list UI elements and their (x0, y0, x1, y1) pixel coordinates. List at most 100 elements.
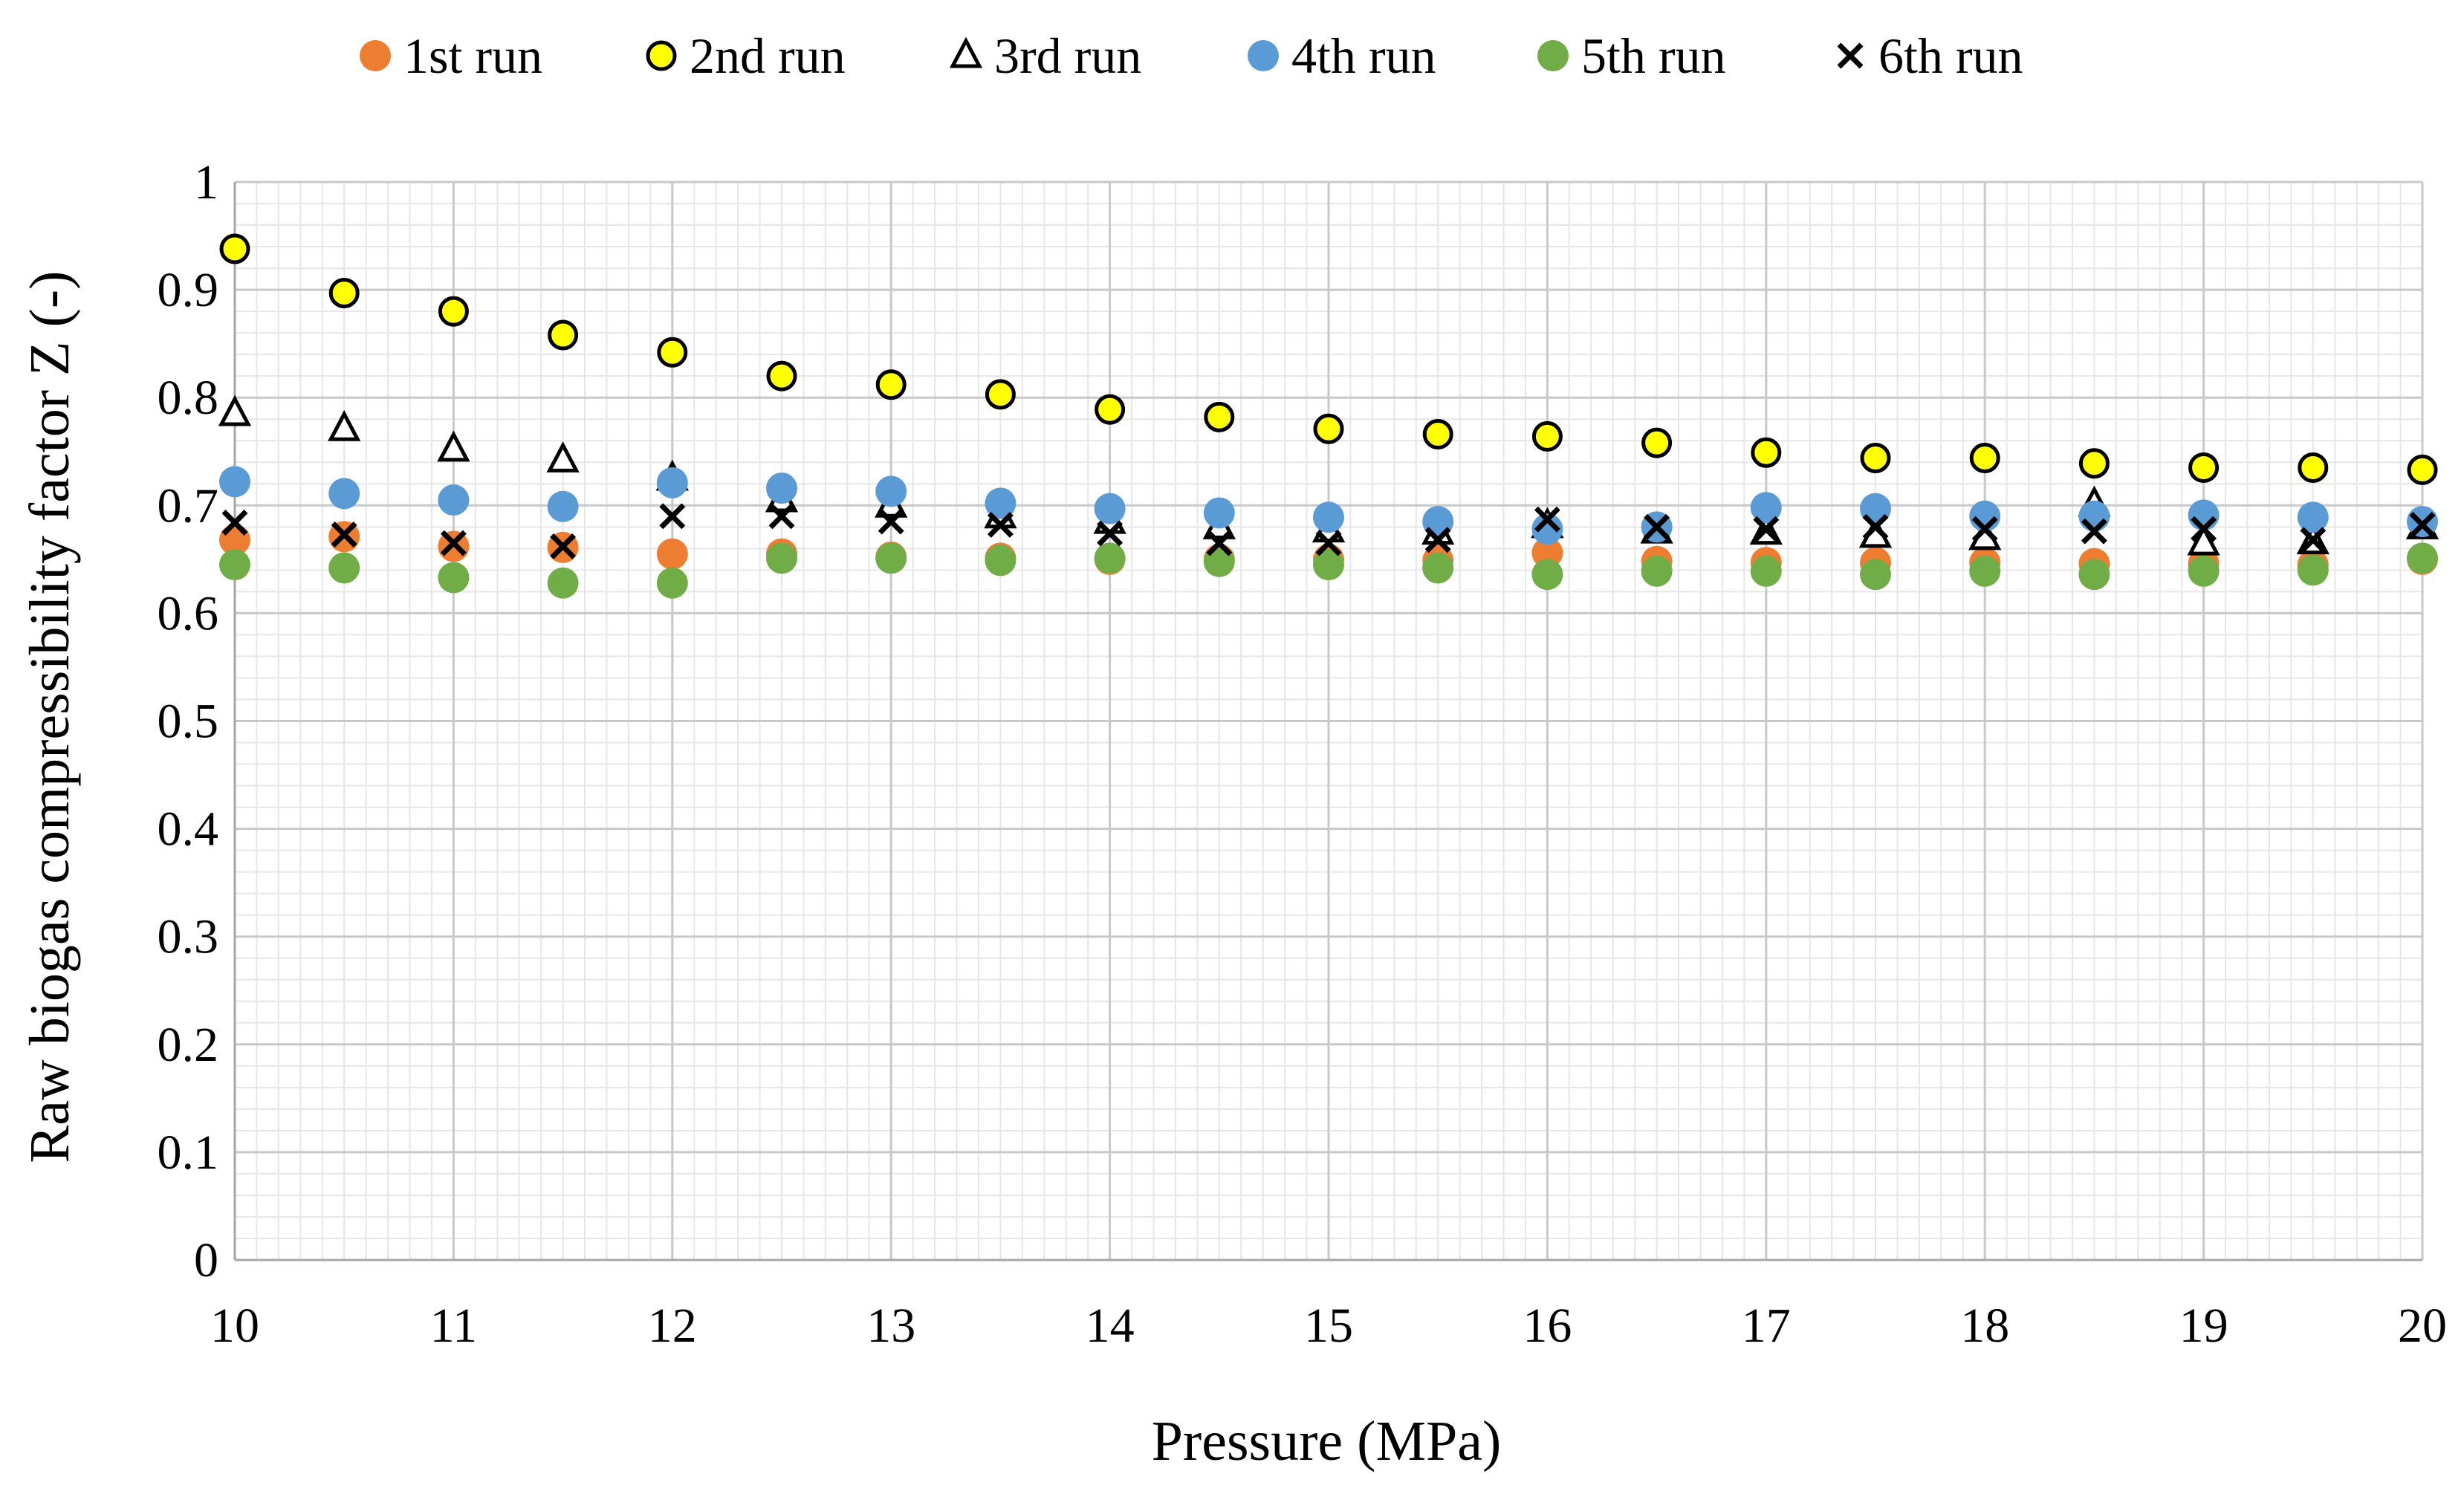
point-5th-run (1969, 555, 2001, 587)
y-tick-label: 0.4 (158, 802, 219, 857)
legend-item: 4th run (1248, 27, 1436, 84)
point-4th-run (656, 467, 688, 498)
point-6th-run (1424, 527, 1451, 553)
point-5th-run (1313, 549, 1344, 581)
y-axis-title: Raw biogas compressibility factor Z (-) (19, 271, 81, 1163)
point-4th-run (1094, 493, 1126, 524)
point-6th-run (1753, 516, 1780, 542)
x-tick-label: 15 (1304, 1299, 1353, 1353)
point-6th-run (1862, 513, 1889, 540)
x-axis-title: Pressure (MPa) (1152, 1410, 1502, 1472)
point-4th-run (219, 466, 250, 498)
point-2nd-run (657, 337, 688, 368)
point-4th-run (1531, 513, 1563, 545)
point-4th-run (547, 490, 579, 522)
point-6th-run (1644, 513, 1670, 540)
y-tick-label: 1 (194, 155, 218, 210)
point-2nd-run (548, 319, 579, 351)
point-5th-run (985, 545, 1017, 577)
x-tick-label: 17 (1742, 1299, 1791, 1353)
point-6th-run (2300, 527, 2327, 553)
point-4th-run (1203, 497, 1235, 529)
point-6th-run (768, 503, 795, 530)
point-2nd-run (1641, 427, 1673, 458)
point-5th-run (1750, 555, 1782, 587)
point-6th-run (659, 503, 686, 530)
point-6th-run (1534, 506, 1560, 533)
legend-marker (360, 40, 391, 71)
point-6th-run (987, 511, 1014, 538)
point-2nd-run (1969, 442, 2000, 473)
data-points (218, 233, 2439, 599)
point-2nd-run (2407, 454, 2438, 485)
point-2nd-run (766, 360, 797, 392)
legend-label: 5th run (1581, 27, 1726, 84)
x-tick-label: 19 (2179, 1299, 2228, 1353)
point-2nd-run (328, 277, 360, 308)
point-6th-run (2191, 516, 2217, 542)
point-6th-run (1097, 520, 1124, 547)
point-2nd-run (1860, 442, 1891, 473)
point-4th-run (2297, 501, 2329, 533)
x-tick-label: 18 (1960, 1299, 2009, 1353)
point-3rd-run (218, 394, 252, 426)
y-tick-label: 0.6 (158, 586, 219, 640)
point-6th-run (2081, 518, 2107, 545)
legend-marker (1837, 42, 1864, 69)
point-4th-run (1313, 501, 1344, 533)
point-5th-run (1094, 542, 1126, 574)
point-2nd-run (219, 233, 250, 264)
legend-marker (1537, 40, 1569, 71)
point-4th-run (438, 484, 470, 516)
point-5th-run (547, 567, 579, 599)
point-2nd-run (1422, 419, 1453, 450)
point-2nd-run (875, 369, 907, 400)
legend-label: 6th run (1878, 27, 2023, 84)
x-axis-tick-labels: 10 11 12 13 14 15 16 17 18 19 20 (210, 1299, 2447, 1353)
point-2nd-run (1751, 437, 1782, 468)
point-3rd-run (546, 441, 580, 472)
point-6th-run (331, 522, 357, 548)
legend: 1st run 2nd run 3rd run 4th run 5th run 6th r… (360, 27, 2023, 84)
axes (233, 182, 2422, 1261)
point-6th-run (440, 530, 467, 556)
y-tick-label: 0.5 (158, 695, 219, 749)
series-2 (219, 233, 2438, 485)
point-2nd-run (1095, 394, 1126, 425)
point-5th-run (438, 562, 470, 594)
point-2nd-run (438, 296, 469, 327)
point-2nd-run (985, 379, 1016, 410)
point-5th-run (1422, 552, 1454, 584)
point-5th-run (2188, 555, 2220, 587)
point-5th-run (766, 542, 797, 574)
point-6th-run (550, 533, 577, 559)
y-tick-label: 0.2 (158, 1018, 219, 1072)
point-6th-run (221, 510, 248, 536)
legend-item: 3rd run (949, 27, 1141, 84)
legend-item: 2nd run (646, 27, 846, 84)
point-6th-run (878, 508, 904, 535)
point-6th-run (1206, 530, 1233, 556)
x-tick-label: 14 (1086, 1299, 1135, 1353)
legend-marker (646, 40, 677, 71)
y-tick-label: 0.3 (158, 910, 219, 964)
point-2nd-run (2078, 448, 2110, 479)
y-axis-tick-labels: 0 0.1 0.2 0.3 0.4 0.5 0.6 0.7 0.8 0.9 1 (158, 155, 219, 1287)
point-5th-run (656, 567, 688, 599)
point-4th-run (1750, 492, 1782, 524)
point-5th-run (875, 542, 907, 574)
x-tick-label: 13 (866, 1299, 915, 1353)
point-5th-run (2078, 559, 2110, 591)
x-tick-label: 20 (2398, 1299, 2447, 1353)
point-4th-run (875, 475, 907, 507)
point-2nd-run (1313, 413, 1344, 444)
point-5th-run (2407, 542, 2438, 574)
point-4th-run (2078, 500, 2110, 532)
point-5th-run (219, 549, 250, 581)
point-5th-run (1860, 559, 1891, 591)
point-2nd-run (2188, 452, 2220, 484)
point-2nd-run (2298, 452, 2329, 484)
point-1st-run (1531, 537, 1563, 569)
x-tick-label: 10 (210, 1299, 259, 1353)
